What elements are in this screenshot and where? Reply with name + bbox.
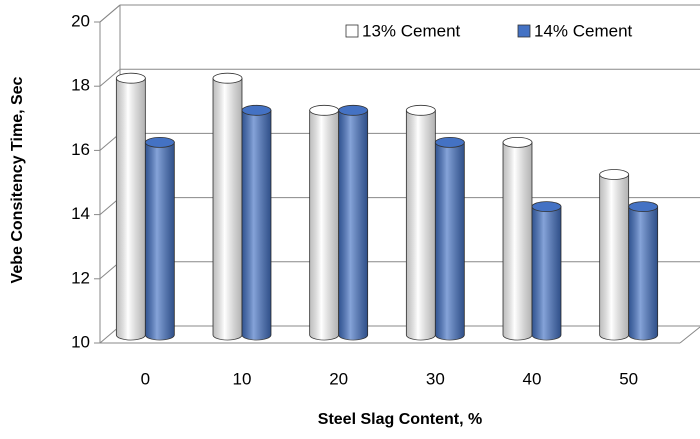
bar-shading	[242, 110, 271, 340]
bar-shading	[503, 142, 532, 340]
bar-shading	[532, 206, 561, 340]
bar-top	[115, 72, 146, 84]
legend-swatch	[517, 24, 531, 38]
x-tick-label: 10	[233, 369, 252, 388]
bar-shading	[213, 78, 242, 340]
bar-shading	[338, 110, 368, 340]
y-tick-label: 10	[71, 332, 90, 351]
bar-top	[212, 72, 243, 84]
grid-line	[99, 4, 121, 23]
bar-shading	[309, 110, 339, 340]
bar-top	[144, 136, 175, 148]
bar-top	[309, 104, 340, 116]
bar-top	[405, 104, 436, 116]
bar-shading	[116, 78, 146, 340]
y-tick-label: 20	[71, 11, 90, 30]
bar-top	[338, 104, 369, 116]
y-tick-label: 16	[71, 140, 90, 159]
grid-line	[99, 68, 121, 87]
y-axis-title: Vebe Consitency Time, Sec	[9, 76, 26, 283]
x-tick-label: 20	[329, 369, 348, 388]
y-tick-label: 18	[71, 76, 90, 95]
bar-top	[599, 169, 630, 180]
bar-top	[531, 201, 562, 213]
y-tick-label: 14	[71, 204, 90, 223]
bar-top	[502, 136, 533, 148]
bar-top	[628, 201, 659, 213]
bar-shading	[406, 110, 436, 340]
bar-shading	[599, 174, 629, 340]
legend-swatch	[345, 24, 359, 38]
bar-shading	[435, 142, 465, 340]
x-tick-label: 30	[426, 369, 445, 388]
legend-label: 13% Cement	[362, 21, 461, 40]
y-tick-label: 12	[71, 268, 90, 287]
legend-label: 14% Cement	[534, 21, 633, 40]
x-tick-label: 40	[523, 369, 542, 388]
bar-shading	[628, 206, 658, 340]
bar-top	[241, 104, 272, 116]
bar-top	[434, 136, 465, 148]
x-tick-label: 0	[141, 369, 150, 388]
x-tick-label: 50	[619, 369, 638, 388]
bar-shading	[145, 142, 175, 340]
x-axis-title: Steel Slag Content, %	[318, 411, 482, 428]
